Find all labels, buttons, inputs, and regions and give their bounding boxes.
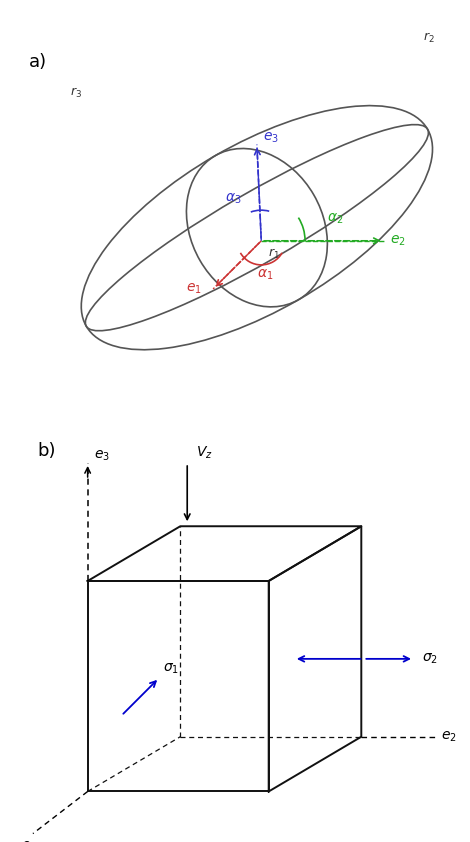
Text: $e_1$: $e_1$ — [187, 282, 202, 296]
Text: $\sigma_1$: $\sigma_1$ — [164, 661, 180, 675]
Text: $\sigma_2$: $\sigma_2$ — [423, 652, 439, 666]
Text: $r_3$: $r_3$ — [70, 87, 82, 100]
Text: $e_3$: $e_3$ — [264, 131, 279, 145]
Text: $\alpha_2$: $\alpha_2$ — [327, 211, 343, 226]
Text: a): a) — [29, 52, 47, 71]
Text: $e_1$: $e_1$ — [21, 840, 37, 842]
Text: $e_2$: $e_2$ — [441, 729, 457, 744]
Text: $e_2$: $e_2$ — [391, 233, 406, 248]
Text: $e_3$: $e_3$ — [94, 449, 110, 463]
Text: $r_1$: $r_1$ — [268, 248, 280, 262]
Text: $\alpha_1$: $\alpha_1$ — [258, 268, 274, 282]
Text: b): b) — [37, 442, 55, 460]
Text: $V_z$: $V_z$ — [196, 445, 212, 461]
Text: $r_2$: $r_2$ — [423, 30, 435, 45]
Text: $\alpha_3$: $\alpha_3$ — [225, 191, 241, 205]
